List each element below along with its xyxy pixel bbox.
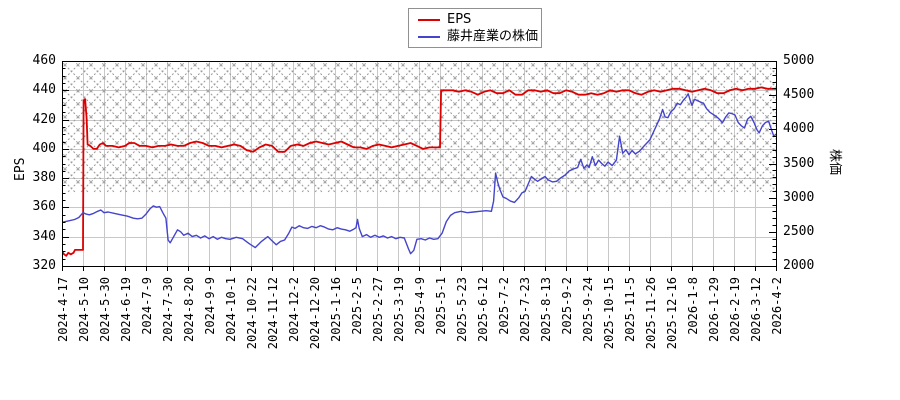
x-tick-label: 2026-3-12 — [749, 277, 763, 343]
left-y-tick-label: 440 — [32, 82, 56, 98]
x-tick-label: 2026-4-2 — [770, 277, 784, 335]
x-tick-label: 2024-7-9 — [140, 277, 154, 335]
x-tick-label: 2025-9-2 — [560, 277, 574, 335]
x-tick-label: 2024-5-30 — [98, 277, 112, 343]
stock-price-line-sample — [418, 35, 440, 38]
x-tick-label: 2024-7-30 — [161, 277, 175, 343]
x-tick-label: 2024-11-12 — [266, 277, 280, 350]
x-tick-label: 2024-5-10 — [77, 277, 91, 343]
x-tick-label: 2024-12-20 — [308, 277, 322, 350]
x-tick-label: 2024-10-1 — [224, 277, 238, 343]
x-tick-label: 2025-11-26 — [644, 277, 658, 350]
x-tick-label: 2024-8-20 — [182, 277, 196, 343]
legend-item-eps: EPS — [409, 12, 541, 28]
x-tick-label: 2024-12-2 — [287, 277, 301, 343]
right-y-tick-label: 3500 — [783, 155, 815, 171]
right-y-tick-label: 2500 — [783, 223, 815, 239]
eps-line-series — [62, 86, 776, 257]
left-y-tick-label: 360 — [32, 199, 56, 215]
left-y-tick-label: 320 — [32, 258, 56, 273]
legend-label-eps: EPS — [447, 11, 472, 27]
x-tick-label: 2025-7-2 — [497, 277, 511, 335]
left-y-tick-label: 420 — [32, 111, 56, 127]
legend-label-stock-price: 藤井産業の株価 — [447, 28, 539, 44]
right-axis-title: 株価 — [827, 149, 842, 176]
x-tick-label: 2025-5-23 — [455, 277, 469, 343]
x-tick-label: 2024-9-9 — [203, 277, 217, 335]
x-tick-label: 2024-6-19 — [119, 277, 133, 343]
x-tick-label: 2026-1-29 — [707, 277, 721, 343]
x-tick-label: 2025-7-23 — [518, 277, 532, 343]
x-tick-label: 2025-4-9 — [413, 277, 427, 335]
x-tick-label: 2024-4-17 — [56, 277, 70, 343]
axis-ticks — [62, 61, 777, 271]
x-tick-label: 2025-3-19 — [392, 277, 406, 343]
x-tick-label: 2025-8-13 — [539, 277, 553, 343]
x-tick-label: 2026-1-8 — [686, 277, 700, 335]
x-tick-label: 2026-2-19 — [728, 277, 742, 343]
right-y-tick-label: 4000 — [783, 121, 815, 137]
x-tick-label: 2024-10-22 — [245, 277, 259, 350]
x-tick-label: 2025-6-12 — [476, 277, 490, 343]
legend-item-stock-price: 藤井産業の株価 — [409, 29, 541, 45]
right-y-tick-label: 4500 — [783, 87, 815, 103]
x-tick-label: 2025-5-1 — [434, 277, 448, 335]
x-tick-label: 2025-2-27 — [371, 277, 385, 343]
stock-price-line-series — [62, 93, 776, 255]
right-y-tick-label: 3000 — [783, 189, 815, 205]
x-tick-label: 2025-12-16 — [665, 277, 679, 350]
hatched-region — [62, 61, 776, 193]
right-y-tick-label: 2000 — [783, 258, 815, 273]
legend-box: EPS 藤井産業の株価 — [408, 8, 542, 48]
x-tick-label: 2025-11-5 — [623, 277, 637, 343]
x-tick-label: 2025-2-5 — [350, 277, 364, 335]
x-tick-label: 2025-10-15 — [602, 277, 616, 350]
left-axis-title: EPS — [13, 157, 28, 181]
x-tick-label: 2025-1-16 — [329, 277, 343, 343]
x-tick-label: 2025-9-24 — [581, 277, 595, 343]
eps-line-sample — [418, 18, 440, 21]
left-y-tick-label: 340 — [32, 228, 56, 244]
left-y-tick-label: 400 — [32, 140, 56, 156]
right-y-tick-label: 5000 — [783, 53, 815, 68]
left-y-tick-label: 460 — [32, 53, 56, 68]
left-y-tick-label: 380 — [32, 170, 56, 186]
